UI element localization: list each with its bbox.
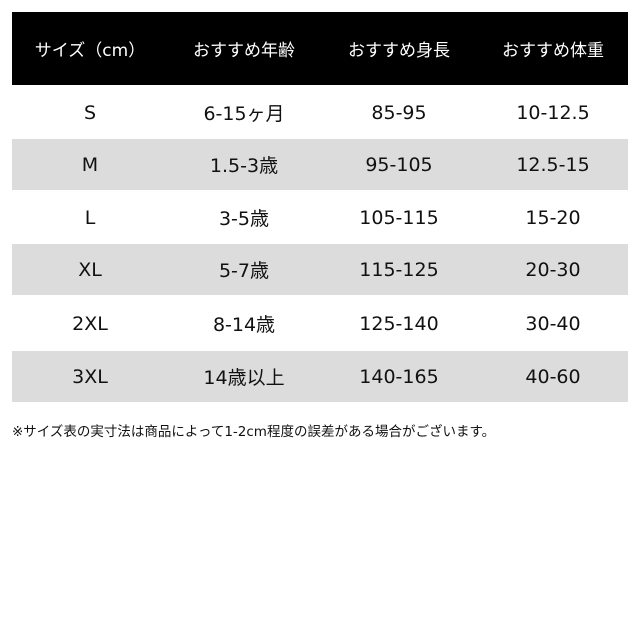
table-row: 2XL 8-14歳 125-140 30-40 bbox=[12, 298, 628, 349]
table-cell: 85-95 bbox=[371, 101, 427, 124]
table-cell: 115-125 bbox=[359, 258, 439, 281]
table-cell: 2XL bbox=[72, 312, 108, 335]
table-cell: 1.5-3歳 bbox=[209, 155, 279, 177]
table-cell: 5-7歳 bbox=[218, 260, 270, 282]
table-header: サイズ（cm） おすすめ年齢 おすすめ身長 おすすめ体重 bbox=[12, 12, 628, 85]
table-cell: 3-5歳 bbox=[218, 208, 270, 230]
table-cell: 3XL bbox=[72, 365, 108, 388]
table-cell: 125-140 bbox=[359, 312, 439, 335]
table-row: XL 5-7歳 115-125 20-30 bbox=[12, 244, 628, 295]
table-row: M 1.5-3歳 95-105 12.5-15 bbox=[12, 139, 628, 190]
table-cell: 14歳以上 bbox=[203, 367, 285, 389]
table-row: L 3-5歳 105-115 15-20 bbox=[12, 192, 628, 243]
table-cell: 20-30 bbox=[525, 258, 581, 281]
table-cell: XL bbox=[78, 258, 102, 281]
table-cell: 30-40 bbox=[525, 312, 581, 335]
header-cell: おすすめ体重 bbox=[502, 41, 604, 61]
table-cell: 15-20 bbox=[525, 206, 581, 229]
header-cell: おすすめ年齢 bbox=[193, 41, 295, 61]
table-cell: 140-165 bbox=[359, 365, 439, 388]
table-cell: 95-105 bbox=[365, 153, 433, 176]
table-row: S 6-15ヶ月 85-95 10-12.5 bbox=[12, 87, 628, 138]
table-cell: 8-14歳 bbox=[212, 314, 276, 336]
table-cell: 12.5-15 bbox=[516, 153, 590, 176]
table-cell: 40-60 bbox=[525, 365, 581, 388]
table-cell: M bbox=[81, 153, 99, 176]
table-row: 3XL 14歳以上 140-165 40-60 bbox=[12, 351, 628, 402]
footnote: ※サイズ表の実寸法は商品によって1-2cm程度の誤差がある場合がございます。 bbox=[12, 424, 496, 440]
header-cell: サイズ（cm） bbox=[34, 41, 146, 61]
header-cell: おすすめ身長 bbox=[348, 41, 450, 61]
table-cell: L bbox=[84, 206, 96, 229]
table-cell: 10-12.5 bbox=[516, 101, 590, 124]
table-cell: 105-115 bbox=[359, 206, 439, 229]
table-cell: 6-15ヶ月 bbox=[203, 103, 285, 125]
table-cell: S bbox=[83, 101, 97, 124]
